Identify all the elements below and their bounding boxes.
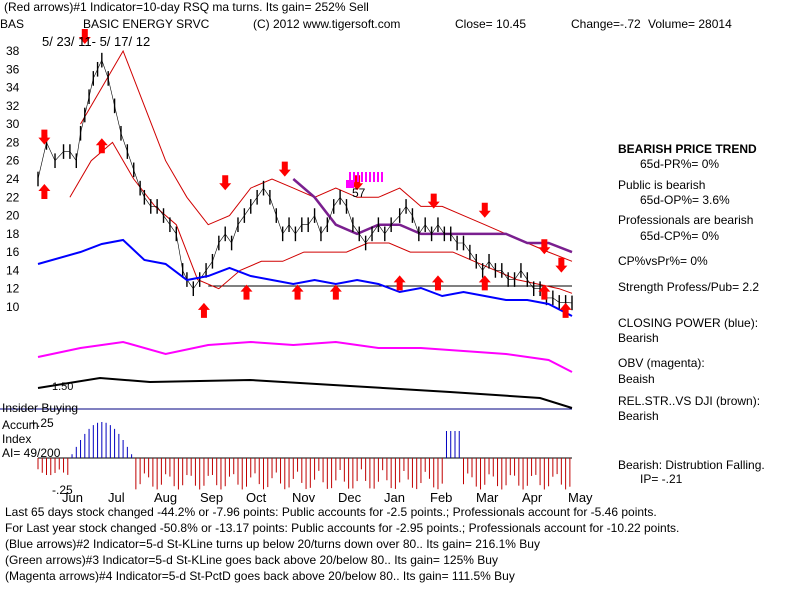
- close-value: Close= 10.45: [455, 17, 527, 31]
- x-tick-label: Aug: [154, 490, 177, 505]
- y-tick-label: 14: [6, 263, 20, 277]
- buy-arrow: [197, 302, 210, 318]
- x-tick-label: Nov: [292, 490, 316, 505]
- op-value: 65d-OP%= 3.6%: [640, 193, 730, 207]
- y-tick-label: 16: [6, 245, 20, 259]
- y-tick-label: 26: [6, 154, 20, 168]
- public-status: Public is bearish: [618, 178, 706, 192]
- x-tick-label: Jun: [62, 490, 83, 505]
- y-tick-label: 10: [6, 300, 20, 314]
- relstr-label: REL.STR..VS DJI (brown):: [618, 394, 761, 408]
- change-value: Change=-.72: [571, 17, 641, 31]
- accum-label: Accum: [2, 418, 39, 432]
- buy-arrow: [478, 275, 491, 291]
- ticker: BAS: [0, 17, 25, 31]
- x-tick-label: May: [568, 490, 593, 505]
- x-tick-label: Mar: [476, 490, 499, 505]
- prof-status: Professionals are bearish: [618, 213, 754, 227]
- obv-status: Beaish: [618, 372, 655, 386]
- footer-line-3: (Blue arrows)#2 Indicator=5-d St-KLine t…: [5, 537, 540, 551]
- footer-line-4: (Green arrows)#3 Indicator=5-d St-KLine …: [5, 553, 498, 567]
- y-tick-label: 24: [6, 172, 20, 186]
- peak-label: 57: [352, 186, 366, 200]
- footer-line-1-prefix: Last: [5, 505, 28, 519]
- buy-arrow: [431, 275, 444, 291]
- closing-power-label: CLOSING POWER (blue):: [618, 316, 759, 330]
- price-line: [37, 59, 573, 304]
- ip-value: IP= -.21: [640, 472, 683, 486]
- closing-power-status: Bearish: [618, 331, 659, 345]
- y-tick-label: 12: [6, 282, 20, 296]
- date-range: 5/ 23/ 11- 5/ 17/ 12: [42, 34, 151, 49]
- footer-line-2: For Last year stock changed -50.8% or -1…: [5, 521, 680, 535]
- x-tick-label: Jan: [384, 490, 405, 505]
- cp-value: 65d-CP%= 0%: [640, 229, 720, 243]
- x-tick-label: Jul: [108, 490, 125, 505]
- pr-value: 65d-PR%= 0%: [640, 157, 720, 171]
- sell-arrow: [219, 175, 232, 191]
- sell-arrow: [555, 257, 568, 273]
- buy-arrow: [559, 302, 572, 318]
- footer-line-5: (Magenta arrows)#4 Indicator=5-d St-PctD…: [5, 569, 515, 583]
- trend-title: BEARISH PRICE TREND: [618, 142, 757, 156]
- volume-value: Volume= 28014: [648, 17, 732, 31]
- buy-arrow: [291, 284, 304, 300]
- buy-arrow: [240, 284, 253, 300]
- ai-value: AI= 49/200: [2, 446, 61, 460]
- y-tick-label: 22: [6, 190, 20, 204]
- sell-arrow: [478, 202, 491, 218]
- sell-arrow: [78, 29, 91, 44]
- y-tick-label: 32: [6, 99, 20, 113]
- y-tick-label: 36: [6, 62, 20, 76]
- strength-value: Strength Profess/Pub= 2.2: [618, 280, 760, 294]
- insider-title: Insider Buying: [2, 401, 79, 415]
- x-tick-label: Dec: [338, 490, 362, 505]
- sell-arrow: [38, 129, 51, 145]
- y-tick-label: 28: [6, 135, 20, 149]
- obv-line: [37, 340, 573, 373]
- y-tick-label: 18: [6, 227, 20, 241]
- buy-arrow: [38, 184, 51, 199]
- index-label: Index: [2, 432, 32, 446]
- indicator-header: (Red arrows)#1 Indicator=10-day RSQ ma t…: [4, 0, 369, 14]
- distribution-status: Bearish: Distrubtion Falling.: [618, 458, 765, 472]
- upper-band-line: [80, 49, 573, 262]
- y-tick-label: 30: [6, 117, 20, 131]
- copyright: (C) 2012 www.tigersoft.com: [253, 17, 401, 31]
- y-tick-label: 38: [6, 44, 20, 58]
- sell-arrow: [278, 161, 291, 177]
- sell-arrow: [427, 193, 440, 209]
- accum-minus-label: -.25: [52, 483, 73, 497]
- relstr-line: [37, 376, 573, 409]
- signal-marker: [346, 180, 354, 188]
- obv-label: OBV (magenta):: [618, 356, 705, 370]
- accum-plus-label: +.25: [30, 416, 54, 430]
- buy-arrow: [95, 138, 108, 154]
- obv-tick-label: 1.50: [52, 381, 73, 393]
- buy-arrow: [393, 275, 406, 291]
- y-tick-label: 34: [6, 81, 20, 95]
- company-name: BASIC ENERGY SRVC: [83, 17, 210, 31]
- buy-arrow: [538, 284, 551, 300]
- buy-arrow: [329, 284, 342, 300]
- cpvspr-value: CP%vsPr%= 0%: [618, 254, 708, 268]
- footer-line-1-text: 65 days stock changed -44.2% or -7.96 po…: [27, 505, 657, 519]
- sell-arrow: [538, 239, 551, 255]
- x-tick-label: Oct: [246, 490, 267, 505]
- moving-average-line: [292, 178, 573, 254]
- x-tick-label: Feb: [430, 490, 452, 505]
- closing-power-line: [37, 238, 573, 317]
- x-tick-label: Sep: [200, 490, 223, 505]
- relstr-status: Bearish: [618, 409, 659, 423]
- y-tick-label: 20: [6, 209, 20, 223]
- x-tick-label: Apr: [522, 490, 543, 505]
- footer-line-1: Last 65 days stock changed -44.2% or -7.…: [5, 505, 657, 519]
